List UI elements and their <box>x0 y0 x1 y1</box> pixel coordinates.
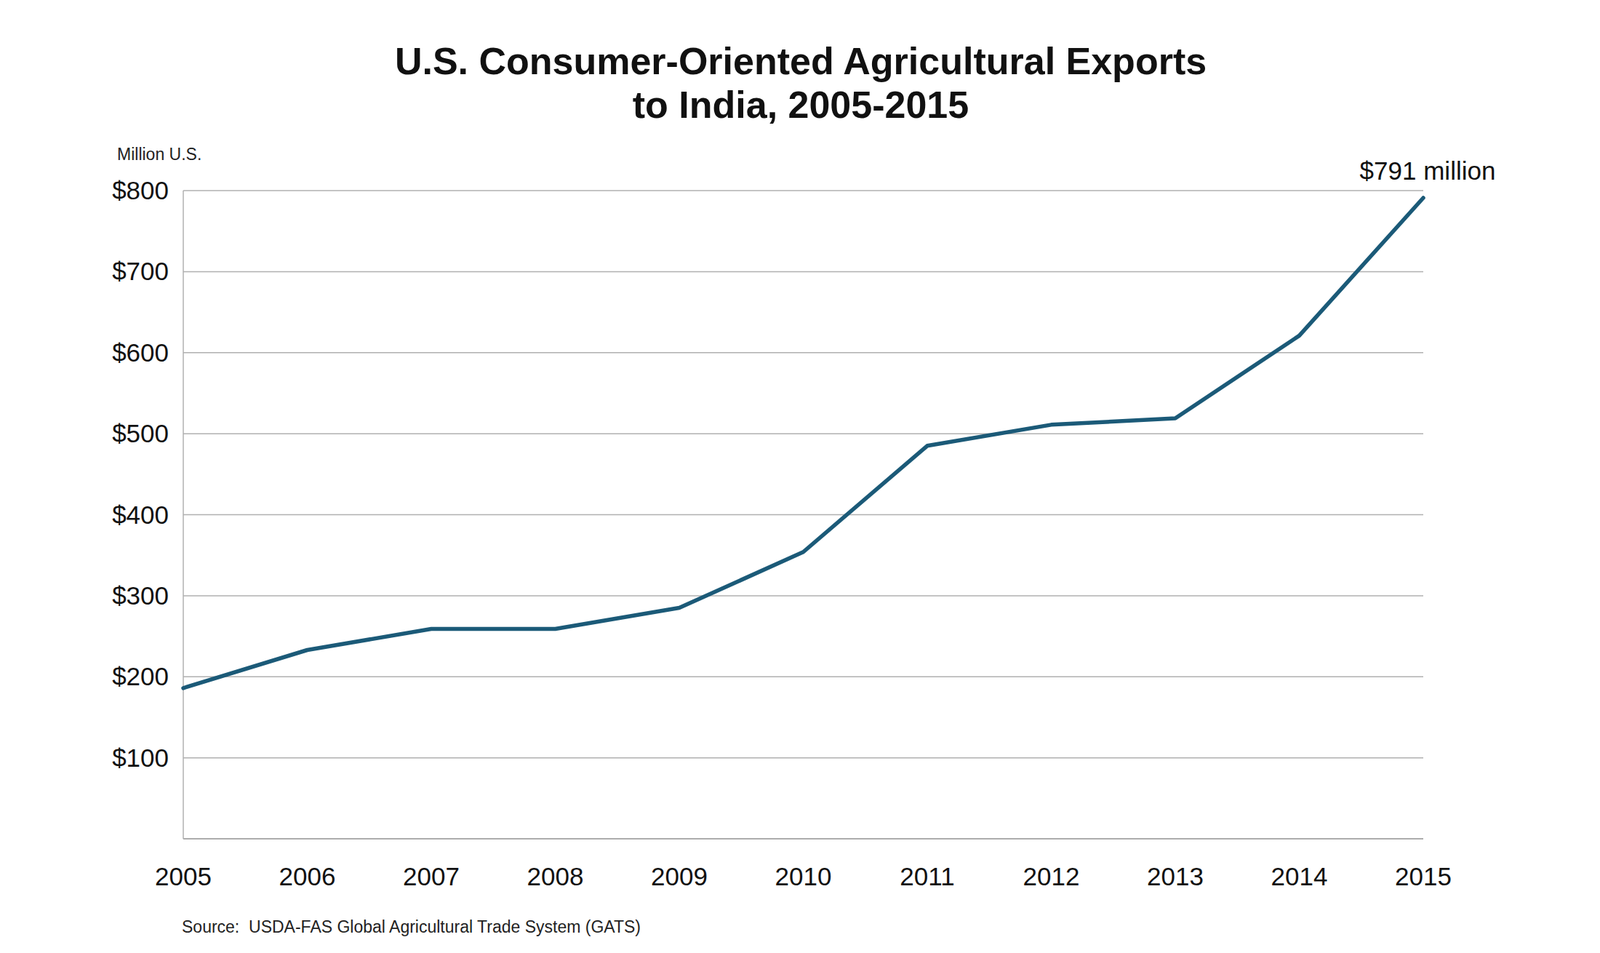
annotation: $791 million <box>1360 156 1496 185</box>
y-tick-label: $500 <box>112 418 169 448</box>
grid-line <box>183 676 1424 678</box>
y-tick-label: $400 <box>112 500 169 529</box>
x-tick-label: 2012 <box>1023 861 1080 891</box>
x-tick-label: 2014 <box>1271 861 1328 891</box>
grid-line <box>183 514 1424 516</box>
y-axis-line <box>182 190 184 839</box>
x-tick-label: 2009 <box>650 861 708 891</box>
title: to India, 2005-2015 <box>632 83 969 126</box>
x-tick-label: 2011 <box>899 861 955 891</box>
grid-line <box>183 594 1424 597</box>
grid-line <box>183 432 1424 435</box>
source: Source: USDA-FAS Global Agricultural Tra… <box>181 917 641 936</box>
grid-line <box>183 189 1424 192</box>
grid-line <box>183 757 1424 759</box>
y-axis-label: Million U.S. <box>117 144 202 164</box>
x-tick-label: 2006 <box>279 861 336 891</box>
y-tick-label: $200 <box>112 661 169 691</box>
plot-area <box>183 197 1424 688</box>
y-tick-label: $600 <box>112 338 169 367</box>
x-tick-label: 2008 <box>527 861 584 891</box>
grid-line <box>183 352 1424 354</box>
y-tick-label: $800 <box>112 176 169 205</box>
x-tick-label: 2005 <box>154 861 212 891</box>
x-tick-label: 2013 <box>1146 861 1204 891</box>
chart: U.S. Consumer-Oriented Agricultural Expo… <box>0 0 1600 953</box>
data-line <box>183 197 1424 688</box>
y-tick-label: $300 <box>112 581 169 610</box>
x-tick-label: 2007 <box>402 861 460 891</box>
x-axis-line <box>183 837 1424 840</box>
grid-line <box>183 271 1424 273</box>
x-tick-label: 2015 <box>1394 861 1452 891</box>
x-tick-label: 2010 <box>775 861 832 891</box>
y-tick-label: $100 <box>112 743 169 772</box>
title: U.S. Consumer-Oriented Agricultural Expo… <box>394 40 1207 83</box>
y-tick-label: $700 <box>112 256 169 286</box>
